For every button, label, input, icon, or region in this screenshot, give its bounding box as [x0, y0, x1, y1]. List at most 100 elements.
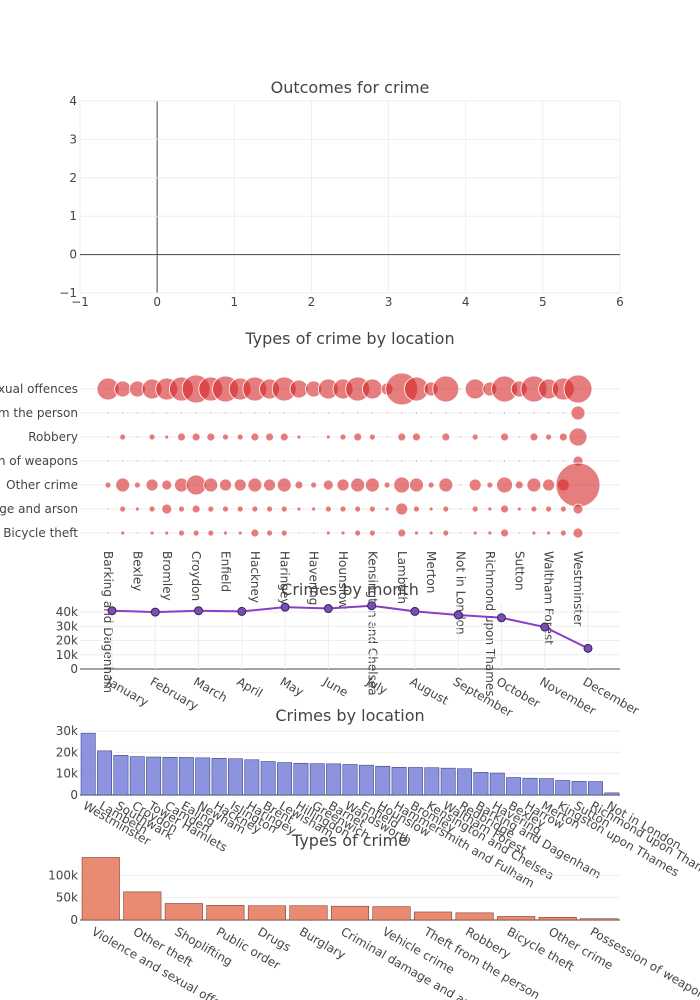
types-by-location-bubble	[459, 387, 462, 391]
types-by-location-bubble	[547, 459, 551, 463]
types-by-location-bubble	[106, 435, 110, 439]
types-by-location-bubble	[500, 432, 509, 442]
types-by-location-bubble	[282, 411, 286, 415]
outcomes-x-tick: 0	[153, 295, 161, 309]
types-by-location-bubble	[265, 432, 274, 442]
types-by-location-bubble	[529, 432, 539, 442]
types-by-location-bubble	[207, 505, 215, 513]
types-by-location-bubble	[106, 459, 110, 463]
crimes-by-location-bar	[424, 767, 440, 796]
crimes-by-location-bar	[97, 750, 112, 796]
types-by-location-bubble	[368, 529, 376, 537]
types-by-location-x-tick: Not in London	[454, 551, 468, 635]
types-by-location-bubble	[356, 411, 360, 415]
types-by-location-bubble	[149, 530, 155, 536]
types-by-location-bubble	[459, 531, 462, 535]
types-by-location-bubble	[250, 432, 260, 442]
types-by-location-bubble	[472, 530, 478, 536]
types-of-crime-bar	[538, 917, 577, 921]
types-by-location-bubble	[547, 411, 551, 415]
types-by-location-bubble	[233, 478, 247, 492]
types-by-location-bubble	[545, 433, 553, 441]
types-by-location-bubble	[370, 459, 374, 463]
types-by-location-bubble	[297, 531, 301, 535]
crimes-by-location-bar	[244, 759, 260, 796]
types-by-location-bubble	[532, 459, 536, 463]
outcomes-y-tick: −1	[59, 286, 77, 300]
types-by-location-bubble	[326, 459, 330, 463]
types-by-location-bubble	[464, 378, 486, 400]
types-by-location-bubble	[165, 459, 169, 463]
types-by-location-bubble	[164, 530, 170, 536]
crimes-by-location-y-tick: 0	[70, 788, 78, 802]
crimes-by-location-bar	[506, 777, 522, 796]
types-by-location-bubble	[459, 435, 462, 439]
types-by-location-bubble	[224, 459, 227, 463]
crimes-by-location-bar	[375, 765, 391, 796]
crimes-by-location-bar	[440, 767, 456, 796]
types-by-location-x-tick: Havering	[307, 551, 321, 605]
types-by-location-x-tick: Bexley	[130, 551, 144, 591]
types-of-crime-y-tick: 100k	[48, 868, 78, 882]
types-by-location-bubble	[280, 529, 288, 537]
outcomes-x-tick: 3	[385, 295, 393, 309]
types-of-crime-bar	[247, 905, 286, 921]
types-by-location-bubble	[572, 527, 584, 539]
crimes-by-location-bar	[588, 781, 603, 796]
types-by-location-bubble	[339, 433, 347, 441]
types-by-location-bubble	[150, 411, 154, 415]
types-by-location-bubble	[177, 432, 186, 442]
crimes-by-month-point	[150, 607, 160, 617]
types-by-location-bubble	[570, 405, 586, 421]
types-by-location-x-tick: Enfield	[219, 551, 233, 592]
crimes-by-location-bar	[211, 758, 227, 796]
types-by-location-bubble	[106, 411, 110, 415]
types-by-location-bubble	[459, 483, 462, 487]
types-by-location-bubble	[222, 505, 229, 513]
types-by-location-bubble	[517, 459, 521, 463]
types-by-location-bubble	[238, 459, 242, 463]
types-of-crime-bar	[414, 911, 453, 921]
types-by-location-bubble	[364, 477, 380, 493]
types-by-location-bubble	[135, 411, 139, 415]
types-by-location-bubble	[368, 505, 376, 513]
types-by-location-bubble	[409, 477, 424, 493]
crimes-by-month-x-tick: April	[234, 674, 265, 700]
types-by-location-bubble	[165, 411, 169, 415]
types-by-location-bubble	[251, 505, 259, 513]
types-by-location-bubble	[322, 479, 334, 491]
types-by-location-bubble	[148, 433, 156, 441]
types-by-location-bubble	[561, 411, 565, 415]
types-by-location-bubble	[531, 530, 537, 536]
types-by-location-bubble	[356, 459, 360, 463]
types-by-location-bubble	[192, 529, 200, 537]
types-by-location-bubble	[253, 411, 257, 415]
types-by-location-bubble	[532, 411, 536, 415]
crimes-by-month-point	[496, 613, 506, 623]
types-by-location-bubble	[385, 435, 389, 439]
outcomes-title: Outcomes for crime	[271, 78, 430, 97]
types-of-crime-bar	[330, 905, 370, 921]
types-by-location-bubble	[427, 481, 435, 489]
types-by-location-bubble	[222, 433, 229, 441]
types-by-location-bubble	[414, 530, 419, 536]
crimes-by-location-bar	[326, 763, 342, 796]
crimes-by-location-bar	[80, 732, 96, 796]
types-by-location-bubble	[325, 434, 331, 440]
types-by-location-bubble	[473, 459, 477, 463]
types-by-location-bubble	[438, 477, 454, 493]
types-of-crime-bar	[81, 857, 120, 921]
types-by-location-bubble	[161, 479, 173, 491]
types-of-crime-y-tick: 50k	[56, 891, 78, 905]
types-by-location-bubble	[473, 411, 477, 415]
outcomes-x-tick: 5	[539, 295, 547, 309]
types-by-location-bubble	[164, 434, 170, 440]
types-by-location-bubble	[471, 433, 479, 441]
types-by-location-bubble	[224, 411, 227, 415]
outcomes-y-tick: 3	[69, 132, 77, 146]
crimes-by-location-bar	[309, 763, 325, 796]
types-by-location-bubble	[268, 411, 271, 415]
types-by-location-bubble	[354, 529, 362, 537]
types-by-location-bubble	[104, 481, 112, 489]
types-by-location-bubble	[311, 506, 317, 512]
